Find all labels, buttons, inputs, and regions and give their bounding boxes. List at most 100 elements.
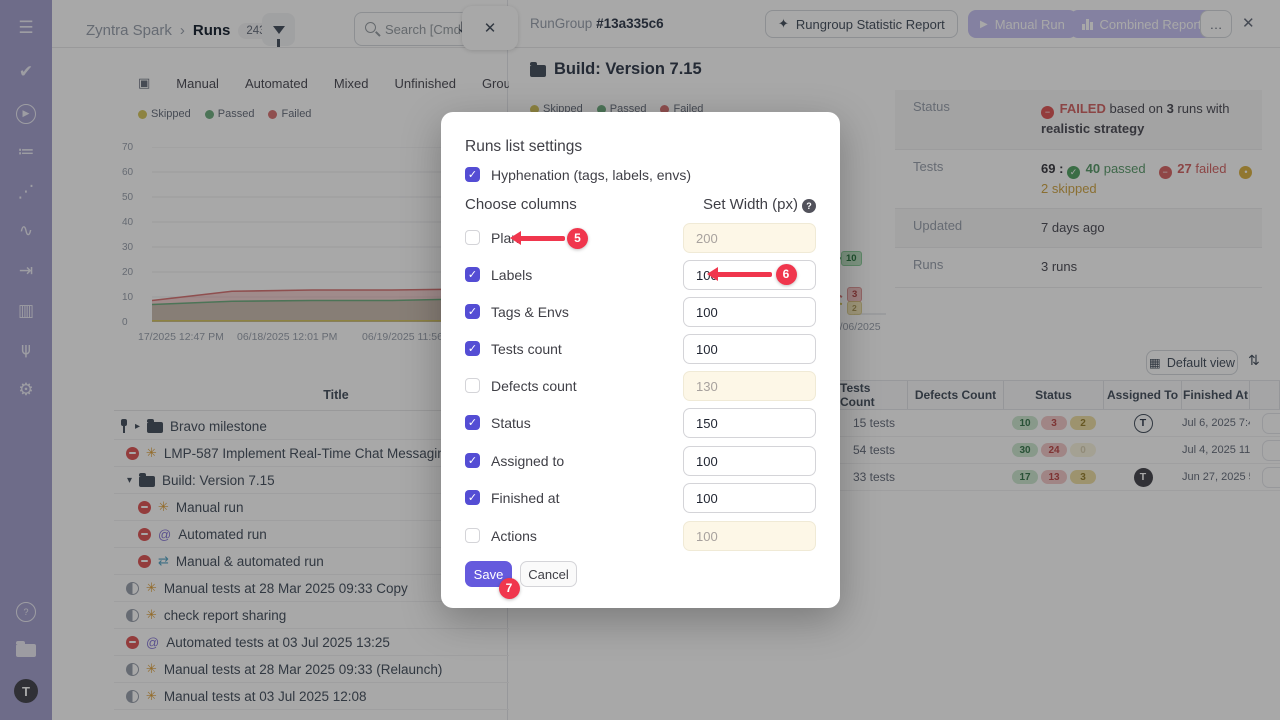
tests-count-cell: 15 tests — [852, 416, 896, 430]
column-label: Status — [491, 415, 531, 431]
width-input-plan[interactable]: 200 — [683, 223, 816, 253]
status-pill: 3 — [1041, 416, 1067, 430]
column-header-assigned-to[interactable]: Assigned To — [1104, 381, 1182, 409]
close-popover-button[interactable]: ✕ — [462, 6, 518, 50]
play-circle-icon[interactable]: ▶ — [0, 101, 52, 124]
column-label: Actions — [491, 528, 537, 544]
run-list-item[interactable]: @ Automated run — [114, 521, 558, 548]
legend-failed[interactable]: Failed — [268, 108, 311, 120]
column-checkbox-status[interactable]: ✓ — [465, 415, 480, 430]
question-glyph: ? — [16, 602, 36, 622]
width-input-actions[interactable]: 100 — [683, 521, 816, 551]
folder-icon — [139, 472, 156, 487]
column-checkbox-tests-count[interactable]: ✓ — [465, 341, 480, 356]
filter-button[interactable] — [262, 13, 295, 48]
run-list-item[interactable]: ✳ check report sharing — [114, 602, 558, 629]
run-list-item[interactable]: ✳ Manual run — [114, 494, 558, 521]
close-icon: ✕ — [483, 20, 497, 37]
width-input-finished-at[interactable]: 100 — [683, 483, 816, 513]
run-title: Automated tests at 03 Jul 2025 13:25 — [166, 634, 390, 650]
column-header-defects-count[interactable]: Defects Count — [908, 381, 1004, 409]
run-list-item[interactable]: ✳ Manual tests at 28 Mar 2025 09:33 Copy — [114, 575, 558, 602]
y-tick: 10 — [122, 292, 134, 303]
select-runs-icon[interactable]: ▣ — [138, 75, 151, 90]
status-pill: 3 — [1070, 470, 1096, 484]
legend-dot — [660, 104, 670, 114]
reports-icon[interactable]: ▥ — [17, 301, 35, 320]
tab-manual[interactable]: Manual — [176, 75, 219, 91]
column-checkbox-assigned-to[interactable]: ✓ — [465, 453, 480, 468]
column-header-tests-count[interactable]: Tests Count — [840, 381, 908, 409]
width-input-status[interactable]: 150 — [683, 408, 816, 438]
menu-icon[interactable]: ☰ — [18, 18, 34, 37]
column-header-status[interactable]: Status — [1004, 381, 1104, 409]
legend-passed[interactable]: Passed — [204, 108, 254, 120]
column-checkbox-plan[interactable] — [465, 230, 480, 245]
column-label: Tests count — [491, 341, 562, 357]
projects-folder-icon[interactable] — [0, 641, 52, 662]
width-input-tests-count[interactable]: 100 — [683, 334, 816, 364]
run-title: Manual tests at 03 Jul 2025 12:08 — [163, 688, 367, 704]
import-icon[interactable]: ⇥ — [18, 261, 34, 280]
milestones-icon[interactable]: ⋰ — [17, 182, 35, 201]
expand-caret-icon[interactable]: ▸ — [135, 420, 141, 432]
breadcrumb-project[interactable]: Zyntra Spark — [86, 22, 172, 39]
combined-report-button[interactable]: Combined Report — [1070, 10, 1214, 38]
assigned-to-cell: T — [1104, 413, 1182, 433]
hyphenation-checkbox[interactable]: ✓ — [465, 167, 480, 182]
width-input-tags-envs[interactable]: 100 — [683, 297, 816, 327]
rungroup-id: #13a335c6 — [596, 16, 664, 31]
column-checkbox-tags-envs[interactable]: ✓ — [465, 304, 480, 319]
user-avatar[interactable]: T — [0, 679, 52, 703]
manual-run-icon: ✳ — [146, 580, 157, 595]
help-icon[interactable]: ? — [0, 600, 52, 622]
manual-run-button[interactable]: ▶ Manual Run — [968, 10, 1077, 38]
close-rungroup-icon[interactable]: ✕ — [1242, 15, 1255, 32]
row-actions-button[interactable] — [1262, 413, 1280, 434]
column-checkbox-finished-at[interactable]: ✓ — [465, 490, 480, 505]
run-list-item[interactable]: ✳ Manual tests at 28 Mar 2025 09:33 (Rela… — [114, 656, 558, 683]
default-view-label: Default view — [1166, 355, 1235, 370]
skip-circle-icon: • — [1239, 166, 1253, 180]
tab-mixed[interactable]: Mixed — [333, 75, 369, 91]
run-title: Bravo milestone — [170, 418, 267, 434]
column-checkbox-labels[interactable]: ✓ — [465, 267, 480, 282]
row-actions-button[interactable] — [1262, 467, 1280, 488]
funnel-icon — [272, 25, 285, 48]
run-list-item[interactable]: ⇄ Manual & automated run — [114, 548, 558, 575]
settings-gear-icon[interactable]: ⚙ — [18, 380, 34, 399]
rungroup-statistic-report-button[interactable]: ✦ Rungroup Statistic Report — [765, 10, 958, 38]
expand-caret-icon[interactable]: ▾ — [127, 474, 133, 486]
help-question-icon[interactable]: ? — [802, 199, 816, 213]
row-actions-button[interactable] — [1262, 440, 1280, 461]
finished-at-cell: Jul 4, 2025 11:27 — [1182, 444, 1250, 456]
play-icon: ▶ — [980, 18, 988, 30]
annotation-step-7: 7 — [498, 577, 520, 599]
run-list-item[interactable]: ✳ Manual tests at 03 Jul 2025 12:08 — [114, 683, 558, 710]
legend-skipped[interactable]: Skipped — [138, 108, 191, 120]
width-input-defects-count[interactable]: 130 — [683, 371, 816, 401]
check-icon[interactable]: ✔ — [18, 62, 34, 81]
pin-icon — [120, 419, 128, 433]
column-checkbox-defects-count[interactable] — [465, 378, 480, 393]
default-view-button[interactable]: ▦ Default view — [1146, 350, 1238, 375]
run-list-item[interactable]: @ Automated tests at 03 Jul 2025 13:25 — [114, 629, 558, 656]
tab-unfinished[interactable]: Unfinished — [394, 75, 456, 91]
analytics-pulse-icon[interactable]: ∿ — [18, 221, 34, 240]
run-list-item[interactable]: ▸ Bravo milestone — [114, 413, 558, 440]
column-header-finished-at[interactable]: Finished At — [1182, 381, 1250, 409]
assignee-avatar[interactable]: T — [1133, 413, 1153, 433]
run-list-item[interactable]: ▾ Build: Version 7.15 — [114, 467, 558, 494]
more-actions-button[interactable]: … — [1200, 10, 1232, 38]
width-input-assigned-to[interactable]: 100 — [683, 446, 816, 476]
runs-list-icon[interactable]: ≔ — [17, 142, 35, 161]
tab-automated[interactable]: Automated — [244, 75, 308, 91]
column-checkbox-actions[interactable] — [465, 528, 480, 543]
cancel-button[interactable]: Cancel — [520, 561, 577, 587]
table-settings-icon[interactable]: ⇅ — [1248, 352, 1260, 368]
assignee-avatar[interactable]: T — [1133, 467, 1153, 487]
y-tick: 60 — [122, 167, 134, 178]
